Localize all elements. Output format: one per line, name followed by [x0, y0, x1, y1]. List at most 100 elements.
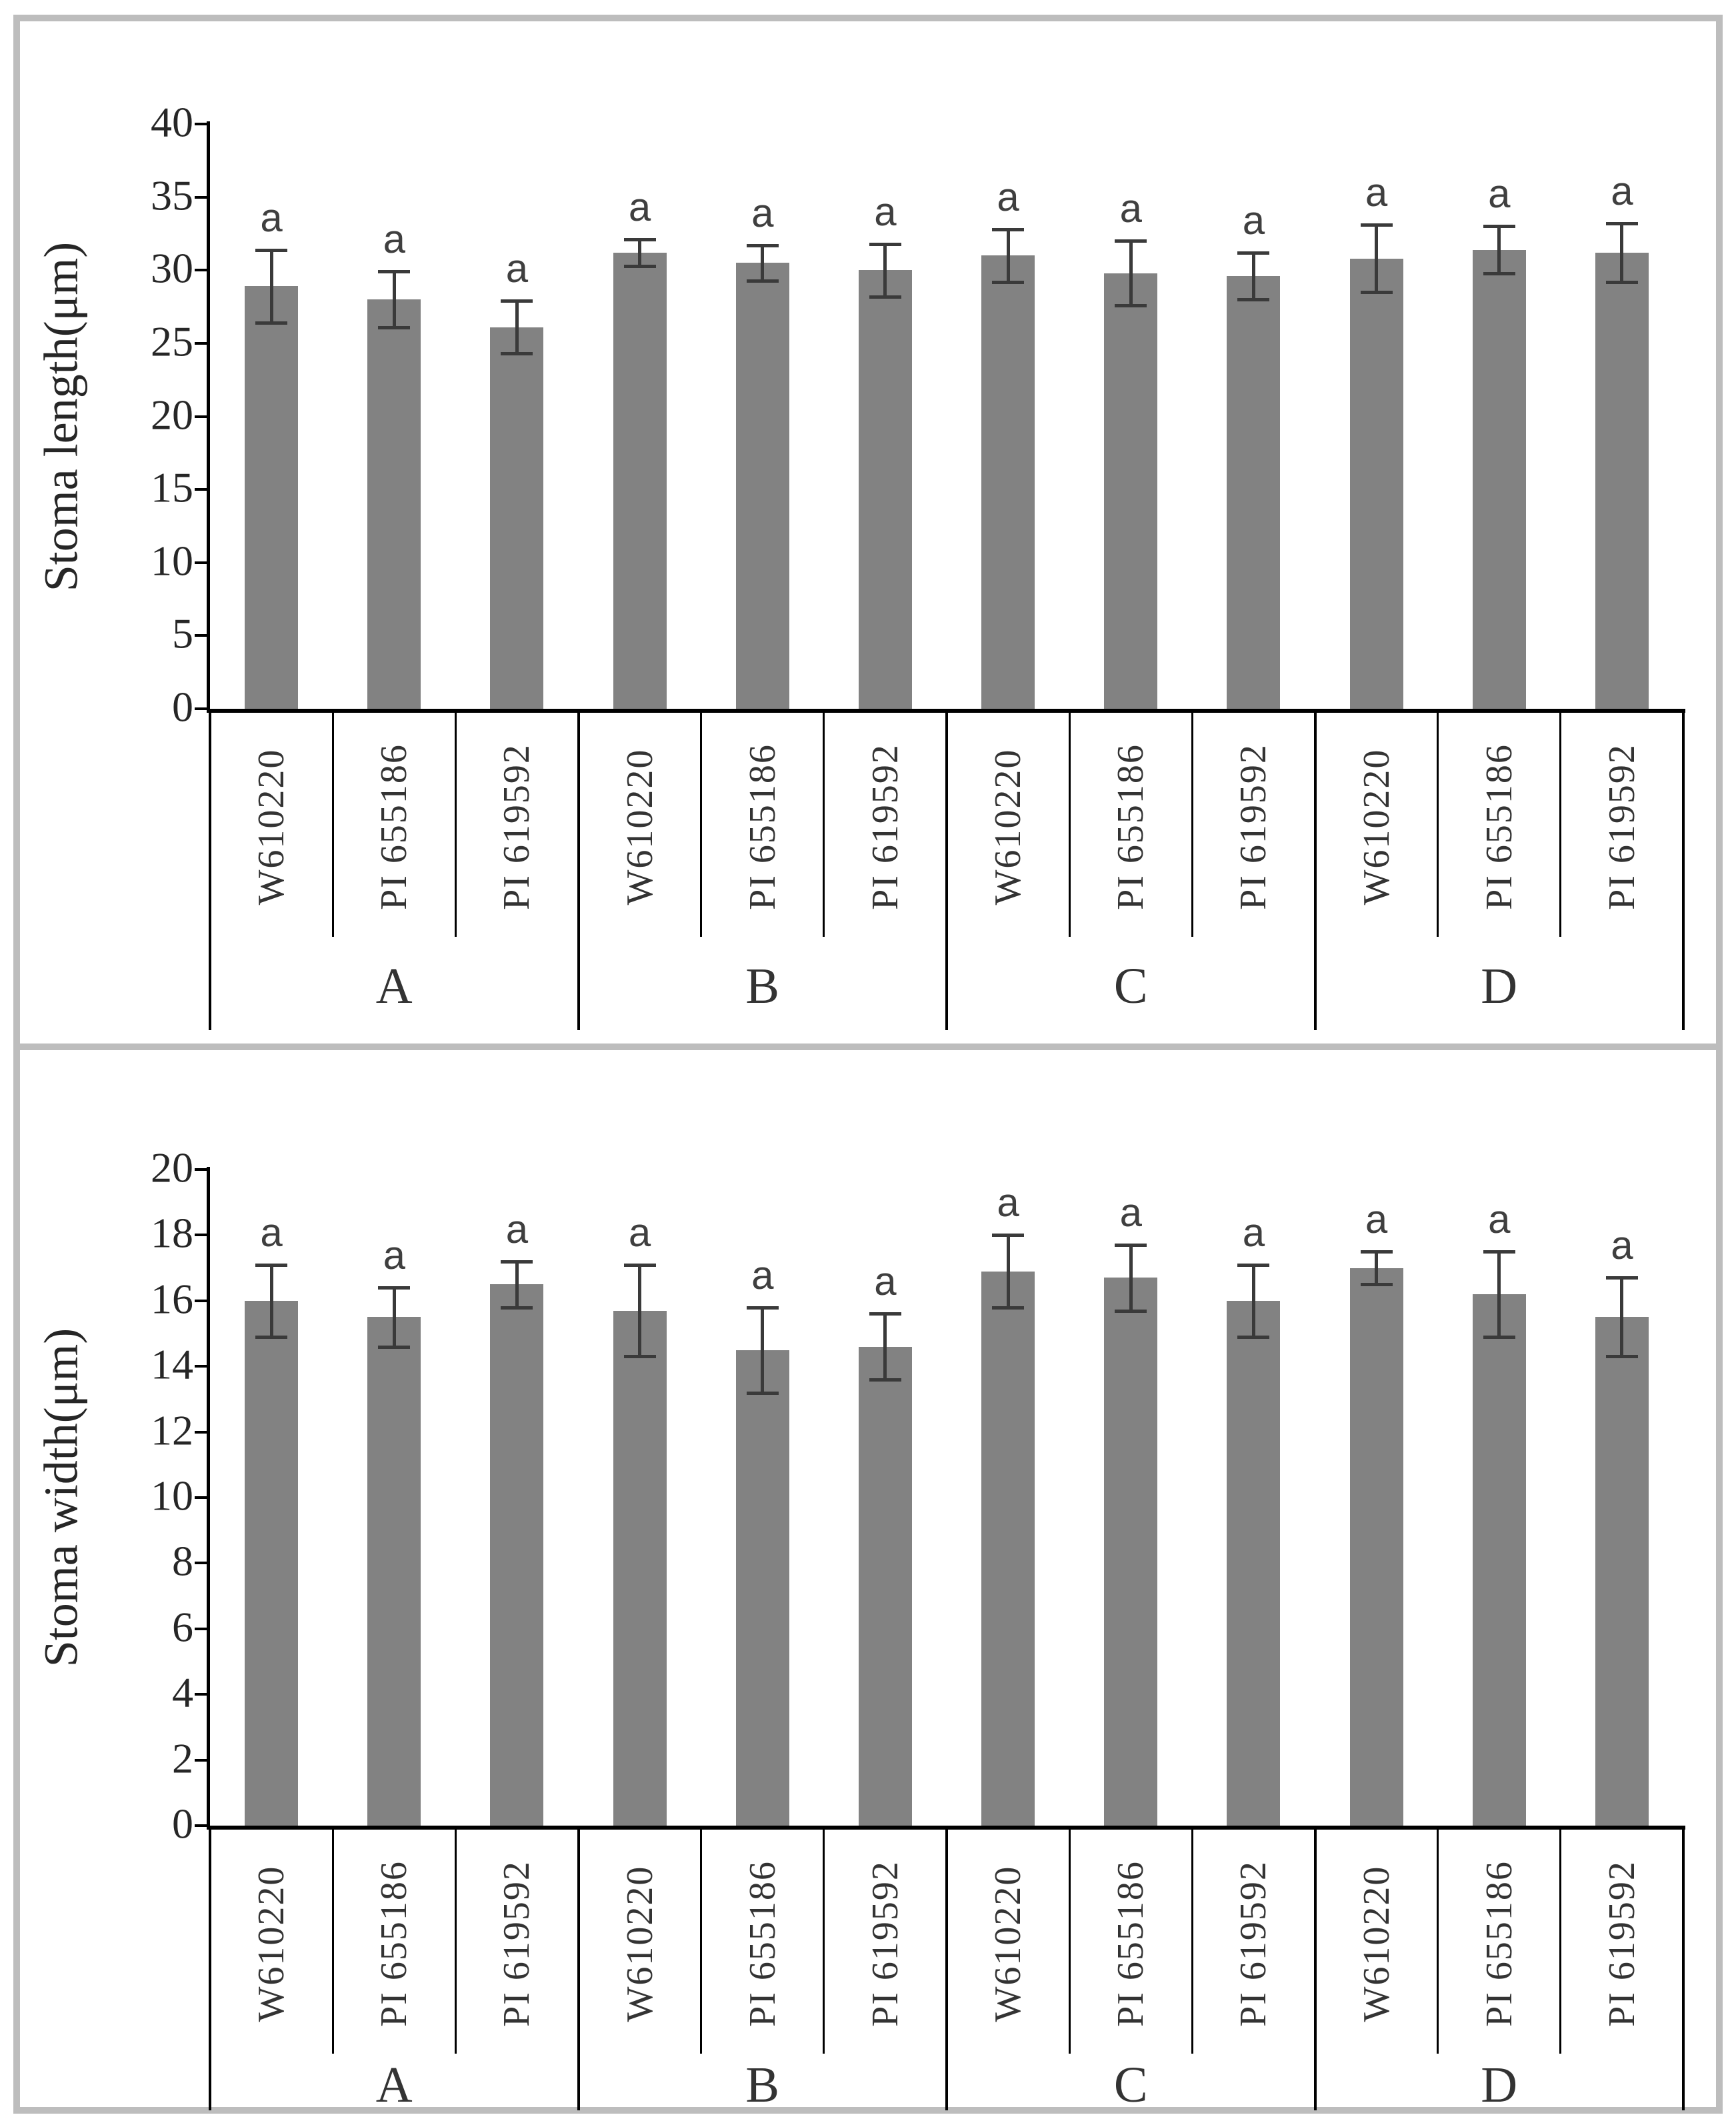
category-separator-line	[331, 709, 334, 937]
group-label-C: C	[1113, 2056, 1148, 2113]
bar-C-PI 655186	[1104, 273, 1158, 709]
significance-letter: a	[874, 1259, 897, 1304]
error-bar-bottom-cap	[869, 1378, 901, 1382]
bar-D-W610220	[1349, 258, 1403, 709]
x-category-label: PI 619592	[864, 1860, 906, 2027]
x-axis-line	[207, 1826, 1685, 1830]
error-bar-D-PI 655186	[1497, 226, 1501, 273]
error-bar-top-cap	[1115, 239, 1147, 243]
y-tick-label: 30	[151, 244, 193, 292]
significance-letter: a	[1242, 197, 1265, 243]
significance-letter: a	[1365, 170, 1388, 215]
error-bar-top-cap	[623, 1263, 656, 1267]
bar-C-PI 619592	[1227, 276, 1281, 709]
error-bar-top-cap	[1237, 251, 1270, 255]
bar-B-W610220	[613, 1310, 667, 1826]
error-bar-top-cap	[501, 1260, 533, 1264]
y-tick-mark	[195, 488, 208, 491]
significance-letter: a	[505, 1206, 529, 1252]
error-bar-B-W610220	[638, 1264, 642, 1357]
y-tick-mark	[195, 1365, 208, 1368]
significance-letter: a	[997, 1180, 1019, 1226]
error-bar-bottom-cap	[501, 352, 533, 356]
error-bar-top-cap	[255, 248, 288, 252]
error-bar-top-cap	[1483, 1250, 1515, 1254]
x-category-label: PI 619592	[1601, 1860, 1643, 2027]
bar-B-PI 619592	[858, 1346, 912, 1826]
significance-letter: a	[628, 185, 651, 230]
group-separator-line	[945, 709, 948, 1030]
x-category-label: W610220	[251, 1865, 293, 2022]
x-category-label: PI 655186	[1110, 743, 1152, 910]
error-bar-top-cap	[1483, 225, 1515, 229]
y-tick-label: 35	[151, 171, 193, 219]
x-category-label: PI 655186	[1110, 1860, 1152, 2027]
y-tick-label: 6	[172, 1603, 193, 1651]
bar-A-PI 655186	[367, 299, 421, 709]
category-separator-line	[1191, 1826, 1193, 2054]
significance-letter: a	[997, 174, 1019, 219]
y-tick-mark	[195, 707, 208, 710]
error-bar-bottom-cap	[1360, 291, 1393, 295]
error-bar-B-W610220	[638, 239, 642, 266]
error-bar-bottom-cap	[1605, 1355, 1638, 1359]
error-bar-bottom-cap	[1115, 1309, 1147, 1313]
group-label-D: D	[1481, 958, 1518, 1014]
error-bar-B-PI 655186	[761, 245, 765, 281]
bar-A-PI 619592	[490, 327, 544, 709]
category-separator-line	[1437, 1826, 1439, 2054]
error-bar-C-PI 655186	[1129, 1245, 1133, 1311]
error-bar-top-cap	[1115, 1244, 1147, 1248]
error-bar-top-cap	[992, 1234, 1025, 1238]
error-bar-bottom-cap	[378, 1345, 411, 1349]
error-bar-D-PI 619592	[1620, 1278, 1624, 1357]
group-label-D: D	[1481, 2056, 1518, 2113]
group-separator-line	[945, 1826, 948, 2110]
group-label-A: A	[375, 958, 413, 1014]
significance-letter: a	[628, 1210, 651, 1255]
group-label-B: B	[745, 958, 780, 1014]
error-bar-bottom-cap	[1237, 1335, 1270, 1339]
bar-B-PI 655186	[735, 1350, 789, 1826]
significance-letter: a	[1488, 1197, 1511, 1242]
y-tick-mark	[195, 1430, 208, 1434]
bar-D-PI 655186	[1472, 1294, 1526, 1826]
x-category-label: PI 619592	[864, 743, 906, 910]
error-bar-A-PI 655186	[392, 1288, 396, 1347]
error-bar-bottom-cap	[992, 1306, 1025, 1310]
bar-D-PI 655186	[1472, 249, 1526, 709]
error-bar-C-W610220	[1006, 1235, 1010, 1308]
y-tick-label: 25	[151, 317, 193, 365]
error-bar-B-PI 619592	[883, 243, 887, 297]
group-label-C: C	[1113, 958, 1148, 1014]
significance-letter: a	[383, 1233, 405, 1278]
bar-B-PI 619592	[858, 270, 912, 709]
y-axis-line	[207, 121, 210, 711]
x-category-label: W610220	[987, 748, 1029, 905]
error-bar-B-PI 655186	[761, 1307, 765, 1393]
error-bar-C-PI 619592	[1251, 1264, 1255, 1337]
error-bar-bottom-cap	[1115, 303, 1147, 307]
error-bar-bottom-cap	[1360, 1283, 1393, 1287]
error-bar-top-cap	[378, 270, 411, 274]
x-category-label: PI 619592	[496, 1860, 538, 2027]
category-separator-line	[823, 1826, 825, 2054]
significance-letter: a	[751, 190, 774, 235]
bar-A-PI 655186	[367, 1317, 421, 1826]
y-tick-mark	[195, 634, 208, 637]
x-category-label: PI 619592	[1233, 1860, 1275, 2027]
error-bar-C-PI 655186	[1129, 241, 1133, 305]
error-bar-bottom-cap	[623, 264, 656, 268]
y-tick-mark	[195, 561, 208, 564]
group-separator-line	[209, 709, 211, 1030]
category-separator-line	[700, 1826, 703, 2054]
y-tick-label: 15	[151, 463, 193, 511]
x-category-label: PI 619592	[1233, 743, 1275, 910]
error-bar-top-cap	[255, 1263, 288, 1267]
x-category-label: W610220	[619, 748, 661, 905]
y-tick-label: 0	[172, 1800, 193, 1848]
error-bar-D-W610220	[1375, 225, 1379, 293]
y-tick-label: 0	[172, 683, 193, 731]
x-category-label: W610220	[251, 748, 293, 905]
y-tick-label: 16	[151, 1275, 193, 1323]
